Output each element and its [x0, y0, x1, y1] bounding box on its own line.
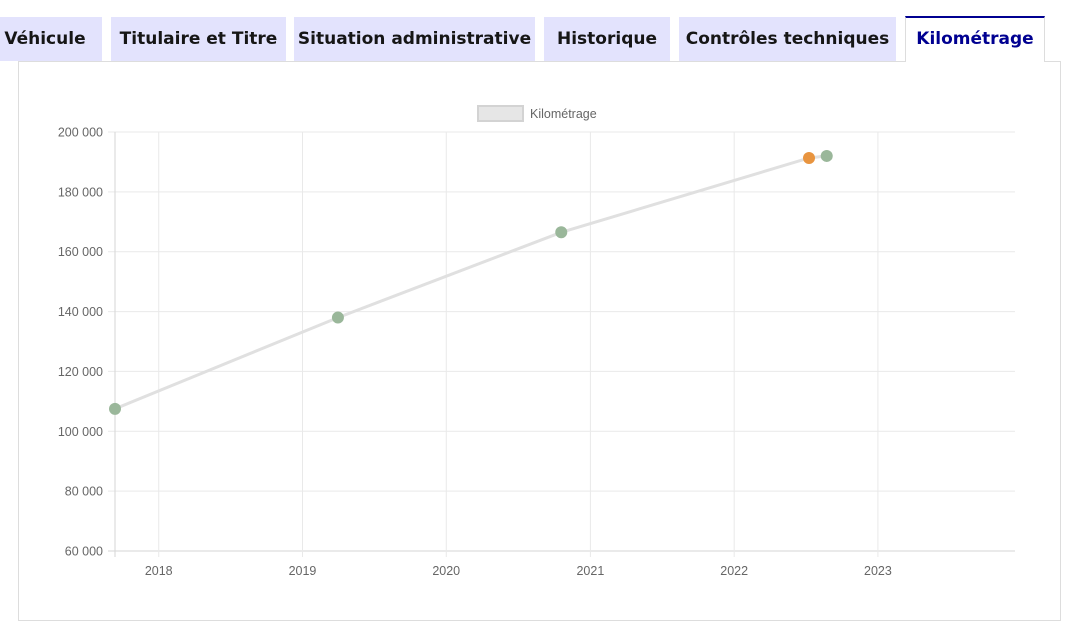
y-tick-label: 200 000 [58, 126, 103, 140]
x-tick-label: 2022 [720, 564, 748, 578]
tab-controles-techniques[interactable]: Contrôles techniques [679, 17, 896, 61]
x-axis-ticks: 2018 2019 2020 2021 2022 2023 [145, 564, 892, 578]
x-tick-label: 2018 [145, 564, 173, 578]
y-tick-label: 60 000 [65, 545, 103, 559]
y-tick-label: 120 000 [58, 365, 103, 379]
tab-kilometrage[interactable]: Kilométrage [905, 16, 1045, 62]
data-point[interactable] [109, 402, 121, 415]
data-point[interactable] [803, 152, 816, 165]
x-tick-label: 2020 [432, 564, 460, 578]
kilometrage-series [109, 149, 833, 415]
data-point[interactable] [820, 149, 833, 162]
chart-legend[interactable]: Kilométrage [477, 105, 597, 122]
y-tick-label: 80 000 [65, 485, 103, 499]
legend-swatch [477, 105, 524, 122]
y-tick-label: 180 000 [58, 185, 103, 199]
x-tick-label: 2023 [864, 564, 892, 578]
tab-vehicule[interactable]: Véhicule [0, 17, 102, 61]
chart-grid [108, 131, 1015, 557]
tab-situation-administrative[interactable]: Situation administrative [294, 17, 535, 61]
y-axis-ticks: 60 000 80 000 100 000 120 000 140 000 160 000… [58, 126, 103, 559]
tab-historique[interactable]: Historique [544, 17, 670, 61]
data-points [109, 149, 833, 415]
tab-bar: Véhicule Titulaire et Titre Situation ad… [0, 0, 1080, 62]
data-point[interactable] [555, 226, 568, 239]
y-tick-label: 140 000 [58, 305, 103, 319]
x-tick-label: 2021 [576, 564, 604, 578]
x-tick-label: 2019 [289, 564, 317, 578]
data-point[interactable] [331, 311, 344, 324]
tab-titulaire-et-titre[interactable]: Titulaire et Titre [111, 17, 286, 61]
kilometrage-line [114, 154, 827, 411]
y-tick-label: 160 000 [58, 245, 103, 259]
legend-label: Kilométrage [530, 107, 597, 121]
y-tick-label: 100 000 [58, 425, 103, 439]
kilometrage-panel [18, 61, 1061, 621]
